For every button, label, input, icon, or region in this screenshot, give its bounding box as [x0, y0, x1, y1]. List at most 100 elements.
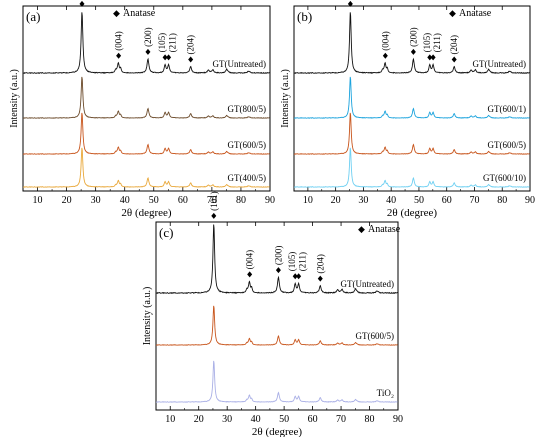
x-tick-label: 50 [279, 414, 289, 425]
peak-marker [211, 212, 217, 219]
peak-hkl-label: (105) [422, 33, 432, 53]
y-axis-label: Intensity (a.u.) [280, 69, 291, 128]
legend-label: Anatase [368, 224, 401, 235]
peak-hkl-label: (004) [245, 250, 255, 270]
x-tick-label: 30 [91, 195, 101, 206]
series-label: GT(Untreated) [341, 279, 394, 289]
peak-hkl-label: (204) [449, 35, 459, 55]
peak-marker [427, 54, 433, 61]
x-tick-label: 60 [178, 195, 188, 206]
series-line [293, 147, 530, 188]
x-tick-label: 50 [149, 195, 159, 206]
peak-marker [347, 0, 353, 7]
x-tick-label: 30 [222, 414, 232, 425]
x-axis-label: 2θ (degree) [252, 426, 302, 437]
series-label: GT(600/1) [488, 104, 527, 114]
x-axis-label: 2θ (degree) [387, 207, 437, 219]
peak-marker [188, 56, 194, 63]
peak-hkl-label: (204) [315, 254, 325, 274]
x-tick-label: 70 [336, 414, 346, 425]
series-line [155, 224, 398, 295]
chart-panel-c: 10 20 30 40 50 60 70 80 90 2θ (degree) Intensity (… [142, 191, 403, 437]
peak-marker [275, 267, 281, 274]
peak-hkl-label: (101) [209, 191, 219, 211]
peak-marker [116, 52, 122, 59]
peak-marker [317, 275, 323, 282]
legend-label: Anatase [123, 8, 156, 19]
legend-marker: ◆ [358, 224, 365, 234]
legend-marker: ◆ [449, 8, 456, 18]
peak-marker [451, 56, 457, 63]
series-label: GT(Untreated) [213, 59, 266, 69]
peak-marker [410, 48, 416, 55]
plot-frame [22, 5, 271, 192]
series-line [155, 305, 398, 346]
series-label: GT(Untreated) [473, 59, 526, 69]
x-tick-label: 90 [525, 195, 535, 206]
peak-marker [166, 54, 172, 61]
peak-hkl-label: (004) [114, 31, 124, 51]
peak-marker [382, 52, 388, 59]
series-line [293, 12, 530, 75]
x-tick-label: 30 [358, 195, 368, 206]
x-tick-label: 20 [62, 195, 72, 206]
series-label: GT(800/5) [228, 104, 267, 114]
peak-hkl-label: (211) [168, 33, 178, 52]
plot-frame [155, 221, 399, 411]
series-label: GT(600/10) [483, 173, 526, 183]
x-tick-label: 60 [308, 414, 318, 425]
peak-hkl-label: (105) [287, 252, 297, 272]
x-tick-label: 40 [386, 195, 396, 206]
series-line [155, 360, 398, 403]
peak-marker [145, 48, 151, 55]
series-line [22, 12, 270, 75]
series-label: TiO₂ [377, 388, 394, 398]
y-axis-label: Intensity (a.u.) [9, 69, 20, 128]
peak-hkl-label: (204) [186, 35, 196, 55]
x-tick-label: 90 [393, 414, 403, 425]
x-tick-label: 10 [303, 195, 313, 206]
series-line [293, 112, 530, 155]
y-axis-label: Intensity (a.u.) [142, 287, 153, 346]
series-line [22, 76, 270, 119]
peak-hkl-label: (105) [157, 33, 167, 53]
panel-label: (c) [159, 225, 173, 240]
panel-label: (b) [297, 9, 312, 24]
peak-hkl-label: (200) [408, 27, 418, 47]
x-tick-label: 20 [194, 414, 204, 425]
peak-hkl-label: (004) [380, 31, 390, 51]
peak-hkl-label: (200) [273, 246, 283, 266]
x-tick-label: 70 [207, 195, 217, 206]
peak-marker [79, 0, 85, 7]
x-tick-label: 10 [165, 414, 175, 425]
peak-marker [247, 271, 253, 278]
legend-label: Anatase [459, 8, 492, 19]
legend-marker: ◆ [113, 8, 120, 18]
peak-marker [162, 54, 168, 61]
x-tick-label: 80 [236, 195, 246, 206]
x-tick-label: 40 [120, 195, 130, 206]
x-axis-label: 2θ (degree) [121, 207, 171, 219]
x-tick-label: 80 [497, 195, 507, 206]
series-line [22, 147, 270, 188]
x-tick-label: 90 [265, 195, 275, 206]
panel-label: (a) [26, 9, 40, 24]
series-label: GT(400/5) [228, 173, 267, 183]
peak-marker [292, 273, 298, 280]
series-line [22, 112, 270, 155]
x-tick-label: 80 [365, 414, 375, 425]
series-label: GT(600/5) [228, 140, 267, 150]
peak-hkl-label: (211) [298, 252, 308, 271]
series-line [293, 76, 530, 119]
peak-marker [296, 273, 302, 280]
series-label: GT(600/5) [488, 140, 527, 150]
x-tick-label: 10 [33, 195, 43, 206]
peak-hkl-label: (211) [432, 33, 442, 52]
x-tick-label: 70 [469, 195, 479, 206]
x-tick-label: 50 [414, 195, 424, 206]
x-tick-label: 20 [331, 195, 341, 206]
x-tick-label: 40 [251, 414, 261, 425]
peak-marker [430, 54, 436, 61]
chart-panel-a: 10 20 30 40 50 60 70 80 90 2θ (degree) Intensity (… [9, 0, 275, 219]
